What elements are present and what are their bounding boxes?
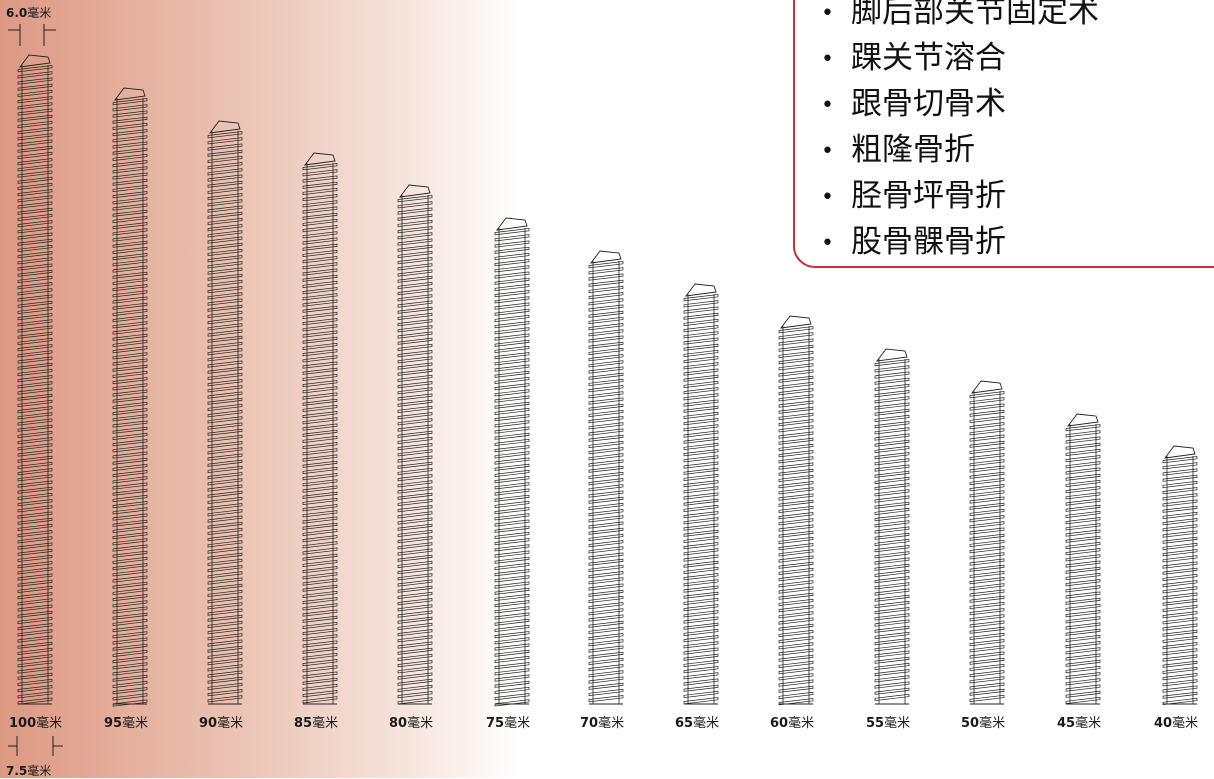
screw-length-unit: 毫米 (1172, 716, 1199, 731)
screw-length-value: 45 (1057, 716, 1076, 731)
screw-length-label: 65毫米 (675, 712, 719, 731)
indications-list: • 脚后部关节固定术 • 踝关节溶合 • 跟骨切骨术 • 粗隆骨折 • 胫骨坪骨折 • 股骨髁骨折 (795, 0, 1214, 266)
top-diameter-marker (8, 24, 56, 46)
screw-length-label: 95毫米 (104, 712, 148, 731)
screw-length-unit: 毫米 (407, 716, 434, 731)
indication-text: 股骨髁骨折 (851, 224, 1006, 260)
screw-length-label: 60毫米 (770, 712, 814, 731)
indication-text: 踝关节溶合 (851, 40, 1006, 76)
top-diameter-unit: 毫米 (27, 6, 52, 20)
indication-item: • 脚后部关节固定术 (821, 0, 1214, 36)
screw-length-label: 80毫米 (389, 712, 433, 731)
screw-length-unit: 毫米 (312, 716, 339, 731)
top-diameter-value: 6.0 (6, 6, 28, 20)
bullet-icon: • (821, 93, 834, 118)
screw-55 (874, 348, 910, 705)
bullet-icon: • (821, 1, 834, 26)
screw-length-label: 50毫米 (961, 712, 1005, 731)
screw-85 (302, 152, 338, 705)
indication-item: • 胫骨坪骨折 (821, 174, 1214, 220)
screw-80 (397, 184, 433, 705)
screw-65 (683, 283, 719, 705)
screw-length-value: 100 (9, 716, 37, 731)
screw-length-label: 90毫米 (199, 712, 243, 731)
screw-length-unit: 毫米 (122, 716, 149, 731)
indication-item: • 粗隆骨折 (821, 128, 1214, 174)
indication-item: • 跟骨切骨术 (821, 82, 1214, 128)
screw-50 (969, 380, 1005, 705)
screw-length-value: 40 (1154, 716, 1173, 731)
indication-text: 粗隆骨折 (851, 132, 975, 168)
screw-length-unit: 毫米 (36, 716, 63, 731)
screw-40 (1162, 445, 1198, 705)
indication-item: • 股骨髁骨折 (821, 220, 1214, 266)
bottom-diameter-label: 7.5毫米 (6, 762, 51, 779)
screw-length-label: 100毫米 (9, 712, 62, 731)
screw-length-value: 60 (770, 716, 789, 731)
screw-length-value: 90 (199, 716, 218, 731)
screw-75 (494, 217, 530, 707)
screw-length-unit: 毫米 (788, 716, 815, 731)
screw-length-value: 65 (675, 716, 694, 731)
screw-length-label: 55毫米 (866, 712, 910, 731)
indication-text: 脚后部关节固定术 (851, 0, 1099, 30)
bullet-icon: • (821, 185, 834, 210)
top-diameter-label: 6.0毫米 (6, 4, 51, 21)
screw-95 (112, 87, 148, 707)
screw-length-value: 55 (866, 716, 885, 731)
screw-length-label: 45毫米 (1057, 712, 1101, 731)
screw-length-label: 85毫米 (294, 712, 338, 731)
screw-length-unit: 毫米 (1075, 716, 1102, 731)
screw-60 (778, 315, 814, 706)
screw-90 (207, 120, 243, 705)
bullet-icon: • (821, 139, 834, 164)
screw-length-value: 85 (294, 716, 313, 731)
indication-item: • 踝关节溶合 (821, 36, 1214, 82)
indication-text: 胫骨坪骨折 (851, 178, 1006, 214)
screw-70 (588, 250, 624, 705)
bottom-diameter-unit: 毫米 (27, 764, 52, 778)
indication-text: 跟骨切骨术 (851, 86, 1006, 122)
screw-length-label: 70毫米 (580, 712, 624, 731)
screw-length-unit: 毫米 (979, 716, 1006, 731)
screw-length-unit: 毫米 (693, 716, 720, 731)
screw-length-label: 75毫米 (486, 712, 530, 731)
screw-45 (1065, 413, 1101, 705)
screw-length-label: 40毫米 (1154, 712, 1198, 731)
bottom-diameter-value: 7.5 (6, 764, 28, 778)
background-gradient (0, 0, 520, 778)
bottom-diameter-marker (8, 736, 63, 756)
screw-length-value: 80 (389, 716, 408, 731)
screw-length-unit: 毫米 (217, 716, 244, 731)
screw-length-value: 95 (104, 716, 123, 731)
bullet-icon: • (821, 231, 834, 256)
screw-length-unit: 毫米 (504, 716, 531, 731)
indications-box: • 脚后部关节固定术 • 踝关节溶合 • 跟骨切骨术 • 粗隆骨折 • 胫骨坪骨折 • 股骨髁骨折 (793, 0, 1214, 268)
screw-length-value: 75 (486, 716, 505, 731)
screw-length-unit: 毫米 (598, 716, 625, 731)
screw-length-unit: 毫米 (884, 716, 911, 731)
screw-length-value: 70 (580, 716, 599, 731)
screw-100 (17, 54, 53, 705)
bullet-icon: • (821, 47, 834, 72)
screw-length-value: 50 (961, 716, 980, 731)
